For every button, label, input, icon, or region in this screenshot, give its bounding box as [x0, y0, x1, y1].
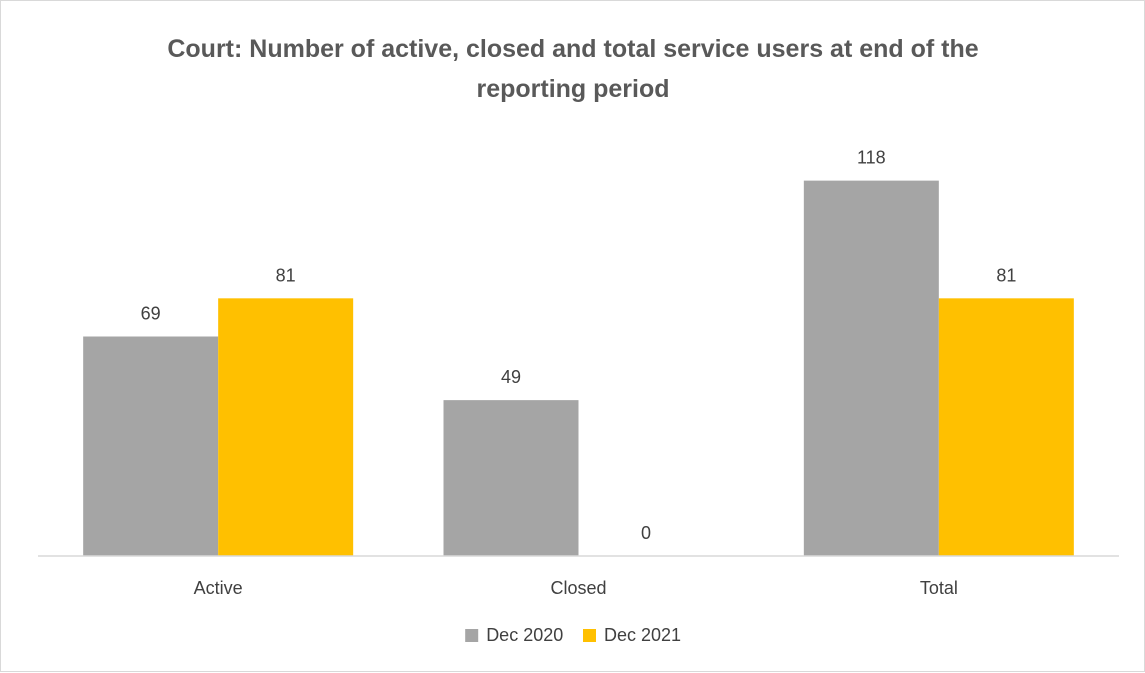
bar-active-series-1: [218, 298, 354, 556]
category-label-closed: Closed: [550, 578, 606, 598]
legend-swatch-series-0: [465, 629, 479, 642]
value-label-active-series-0: 69: [141, 304, 161, 324]
value-label-total-series-0: 118: [857, 148, 886, 168]
legend-label-series-1: Dec 2021: [604, 625, 681, 645]
value-label-closed-series-0: 49: [501, 367, 521, 387]
value-label-closed-series-1: 0: [641, 523, 651, 543]
chart-title-line-1: Court: Number of active, closed and tota…: [167, 35, 978, 63]
bar-total-series-1: [938, 298, 1074, 556]
legend-label-series-0: Dec 2020: [486, 625, 563, 645]
chart-title-line-2: reporting period: [476, 75, 669, 103]
value-label-active-series-1: 81: [276, 265, 296, 285]
category-label-total: Total: [920, 578, 958, 598]
bar-active-series-0: [83, 336, 219, 556]
category-labels-group: Active Closed Total: [194, 578, 958, 598]
bar-closed-series-0: [443, 400, 579, 556]
legend: Dec 2020 Dec 2021: [465, 625, 681, 645]
bar-total-series-0: [803, 180, 939, 557]
bars-group: [83, 180, 1074, 557]
value-label-total-series-1: 81: [996, 265, 1016, 285]
category-label-active: Active: [194, 578, 243, 598]
legend-swatch-series-1: [583, 629, 596, 642]
value-labels-group: 69 81 49 0 118 81: [141, 148, 1017, 543]
